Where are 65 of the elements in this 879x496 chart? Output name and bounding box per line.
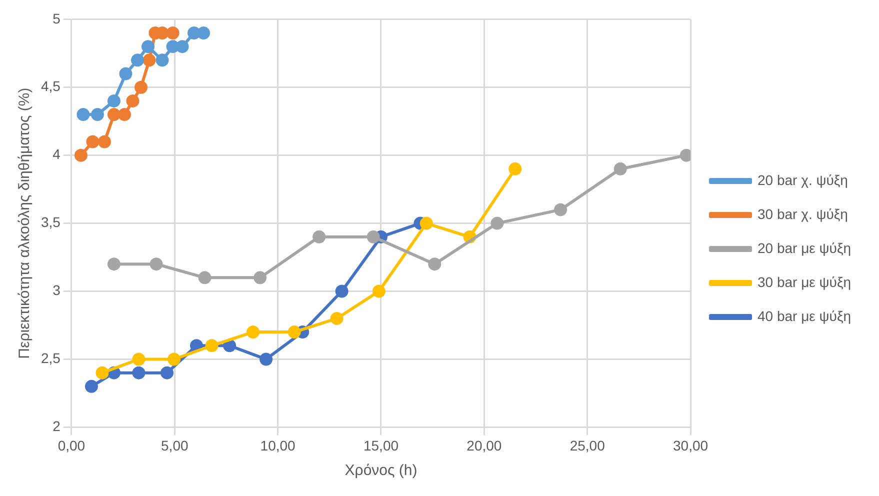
point	[288, 326, 301, 339]
point	[84, 380, 98, 393]
x-tick-label: 5,00	[161, 437, 188, 454]
point	[132, 366, 146, 380]
point	[197, 26, 210, 40]
point	[160, 366, 174, 380]
y-tick-label: 3	[52, 282, 61, 298]
point	[119, 67, 132, 80]
y-tick-label: 5	[52, 10, 61, 26]
point	[107, 94, 120, 108]
point	[166, 26, 180, 40]
point	[205, 339, 218, 352]
point	[86, 135, 100, 148]
point	[132, 352, 146, 366]
point	[90, 108, 104, 122]
legend-label: 20 bar χ. ψύξη	[758, 172, 848, 188]
point	[490, 216, 504, 230]
y-tick-label: 2,5	[40, 350, 61, 366]
point	[420, 216, 433, 230]
point	[330, 312, 344, 325]
point	[156, 54, 169, 67]
point	[366, 230, 380, 244]
point	[614, 162, 627, 176]
y-axis-title: Περιεκτικότητα αλκοόλης διηθήματος (%)	[16, 88, 34, 359]
x-axis-title: Χρόνος (h)	[344, 462, 418, 480]
point	[74, 148, 88, 162]
x-tick-label: 15,00	[363, 437, 399, 454]
x-tick-label: 0,00	[58, 437, 86, 454]
legend-label: 30 bar χ. ψύξη	[758, 206, 848, 222]
point	[246, 326, 260, 339]
legend-label: 20 bar με ψύξη	[758, 240, 852, 256]
x-tick-label: 20,00	[466, 437, 502, 454]
point	[176, 40, 189, 54]
point	[168, 352, 181, 366]
y-tick-label: 4	[52, 146, 61, 162]
point	[260, 352, 273, 366]
point	[118, 108, 131, 122]
point	[142, 40, 155, 54]
x-tick-label: 10,00	[260, 437, 296, 454]
point	[508, 162, 522, 176]
y-tick-label: 2	[52, 418, 61, 434]
point	[223, 339, 236, 352]
point	[126, 94, 140, 108]
point	[142, 54, 156, 67]
point	[98, 135, 111, 148]
legend-label: 40 bar με ψύξη	[758, 308, 852, 324]
x-tick-label: 30,00	[673, 437, 708, 454]
point	[150, 258, 163, 271]
point	[76, 108, 90, 122]
point	[372, 284, 386, 298]
point	[198, 271, 212, 284]
point	[107, 258, 120, 271]
y-tick-label: 3,5	[40, 214, 61, 230]
legend-label: 30 bar με ψύξη	[758, 274, 852, 290]
point	[107, 108, 120, 122]
x-tick-label: 25,00	[570, 437, 606, 454]
point	[428, 258, 442, 271]
point	[312, 230, 326, 244]
point	[130, 54, 144, 67]
point	[335, 284, 348, 298]
point	[554, 203, 568, 216]
point	[96, 366, 109, 380]
y-tick-label: 4,5	[40, 78, 61, 94]
point	[134, 80, 148, 94]
point	[254, 271, 267, 284]
